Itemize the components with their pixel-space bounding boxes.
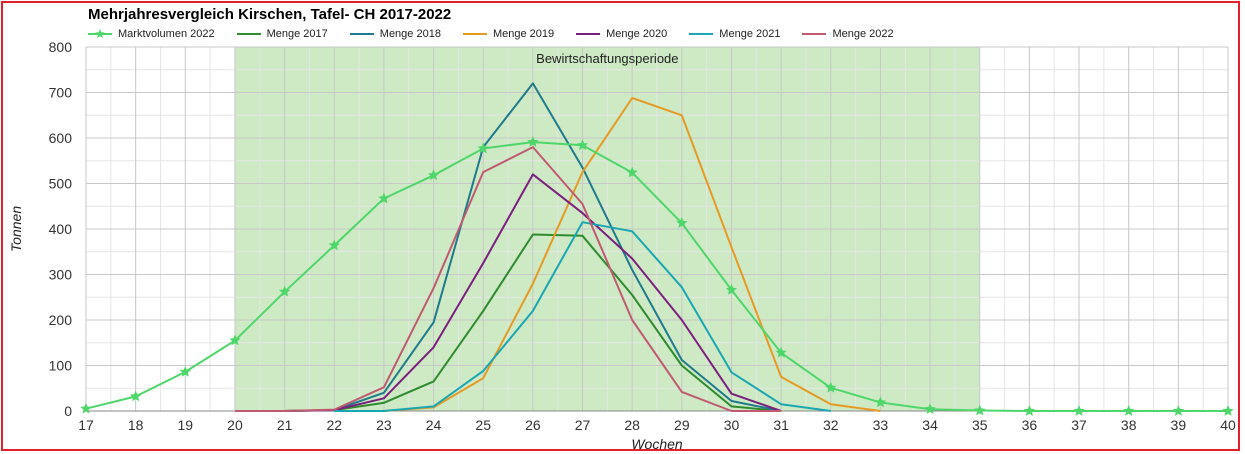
legend-swatch xyxy=(236,33,261,35)
x-tick-label: 18 xyxy=(128,417,144,433)
series-line-menge-2019 xyxy=(383,97,881,412)
data-point-marktvolumen-2022 xyxy=(1073,405,1085,416)
data-point-marktvolumen-2022 xyxy=(874,396,887,408)
x-tick-label: 39 xyxy=(1171,417,1187,433)
x-tick-label: 35 xyxy=(972,417,988,433)
data-point-marktvolumen-2022 xyxy=(229,334,241,346)
y-tick-label: 600 xyxy=(49,130,73,146)
x-tick-label: 30 xyxy=(724,417,740,433)
series-line-marktvolumen-2022 xyxy=(85,141,1228,412)
legend-item: Menge 2022 xyxy=(802,28,894,40)
data-point-marktvolumen-2022 xyxy=(129,390,142,402)
legend-item: Marktvolumen 2022 xyxy=(88,28,215,40)
x-tick-label: 21 xyxy=(277,417,293,433)
legend-label: Menge 2021 xyxy=(719,28,781,40)
data-point-marktvolumen-2022 xyxy=(477,142,489,154)
legend-label: Menge 2020 xyxy=(606,28,668,40)
x-axis-title: Wochen xyxy=(631,436,683,452)
x-tick-label: 36 xyxy=(1022,417,1038,433)
data-point-marktvolumen-2022 xyxy=(775,346,787,358)
legend-swatch xyxy=(689,33,714,35)
x-tick-label: 32 xyxy=(823,417,839,433)
data-point-marktvolumen-2022 xyxy=(427,169,440,181)
x-tick-label: 22 xyxy=(326,417,342,433)
y-tick-label: 100 xyxy=(49,358,73,374)
legend-label: Menge 2017 xyxy=(266,28,328,40)
legend-swatch xyxy=(88,29,112,38)
y-tick-label: 400 xyxy=(49,221,73,237)
legend-item: Menge 2019 xyxy=(462,28,555,40)
x-tick-label: 38 xyxy=(1121,417,1137,433)
x-tick-label: 40 xyxy=(1220,417,1236,433)
data-point-marktvolumen-2022 xyxy=(328,239,340,251)
x-tick-label: 29 xyxy=(674,417,690,433)
x-tick-label: 33 xyxy=(873,417,889,433)
legend-swatch xyxy=(349,33,374,35)
x-tick-label: 26 xyxy=(525,417,541,433)
x-tick-label: 23 xyxy=(376,417,392,433)
data-point-marktvolumen-2022 xyxy=(626,166,638,178)
chart-title: Mehrjahresvergleich Kirschen, Tafel- CH … xyxy=(88,6,452,23)
data-point-marktvolumen-2022 xyxy=(1172,405,1185,416)
y-tick-label: 300 xyxy=(49,267,73,283)
data-point-marktvolumen-2022 xyxy=(725,284,738,295)
legend-swatch xyxy=(462,33,487,35)
x-tick-label: 20 xyxy=(227,417,243,433)
x-tick-label: 17 xyxy=(78,417,94,433)
data-point-marktvolumen-2022 xyxy=(676,217,688,228)
x-tick-label: 31 xyxy=(773,417,789,433)
legend-swatch xyxy=(802,33,827,35)
legend: Marktvolumen 2022 Menge 2017 Menge 2018 Men… xyxy=(88,26,916,42)
y-axis-title: Tonnen xyxy=(8,206,24,252)
x-tick-label: 34 xyxy=(922,417,938,433)
x-tick-label: 27 xyxy=(575,417,591,433)
y-tick-label: 0 xyxy=(64,403,72,419)
data-point-marktvolumen-2022 xyxy=(1123,405,1135,416)
legend-item: Menge 2020 xyxy=(576,28,667,40)
x-tick-label: 37 xyxy=(1071,417,1087,433)
y-tick-label: 700 xyxy=(49,85,73,101)
legend-label: Menge 2018 xyxy=(379,28,441,40)
data-point-marktvolumen-2022 xyxy=(80,402,92,414)
data-point-marktvolumen-2022 xyxy=(1222,405,1234,416)
x-tick-label: 19 xyxy=(178,417,194,433)
data-point-marktvolumen-2022 xyxy=(924,403,936,414)
legend-item: Menge 2021 xyxy=(689,28,780,40)
legend-label: Marktvolumen 2022 xyxy=(118,28,215,40)
legend-label: Menge 2022 xyxy=(832,28,894,40)
y-tick-label: 200 xyxy=(49,312,73,328)
x-tick-label: 28 xyxy=(624,417,640,433)
legend-swatch xyxy=(576,33,601,35)
data-point-marktvolumen-2022 xyxy=(278,285,291,297)
legend-item: Menge 2017 xyxy=(236,28,328,40)
x-tick-label: 24 xyxy=(426,417,442,433)
data-point-marktvolumen-2022 xyxy=(378,192,390,204)
shaded-region-label: Bewirtschaftungsperiode xyxy=(536,51,678,66)
data-point-marktvolumen-2022 xyxy=(576,139,589,151)
data-point-marktvolumen-2022 xyxy=(179,365,191,377)
series-line-menge-2021 xyxy=(334,221,831,412)
y-tick-label: 500 xyxy=(49,176,73,192)
y-tick-label: 800 xyxy=(49,39,73,55)
legend-label: Menge 2019 xyxy=(492,28,555,40)
data-point-marktvolumen-2022 xyxy=(974,404,986,416)
series-line-menge-2022 xyxy=(235,146,782,412)
data-point-marktvolumen-2022 xyxy=(1023,405,1036,416)
data-point-marktvolumen-2022 xyxy=(527,136,539,147)
data-point-marktvolumen-2022 xyxy=(825,381,837,393)
legend-item: Menge 2018 xyxy=(349,28,441,40)
x-tick-label: 25 xyxy=(475,417,491,433)
